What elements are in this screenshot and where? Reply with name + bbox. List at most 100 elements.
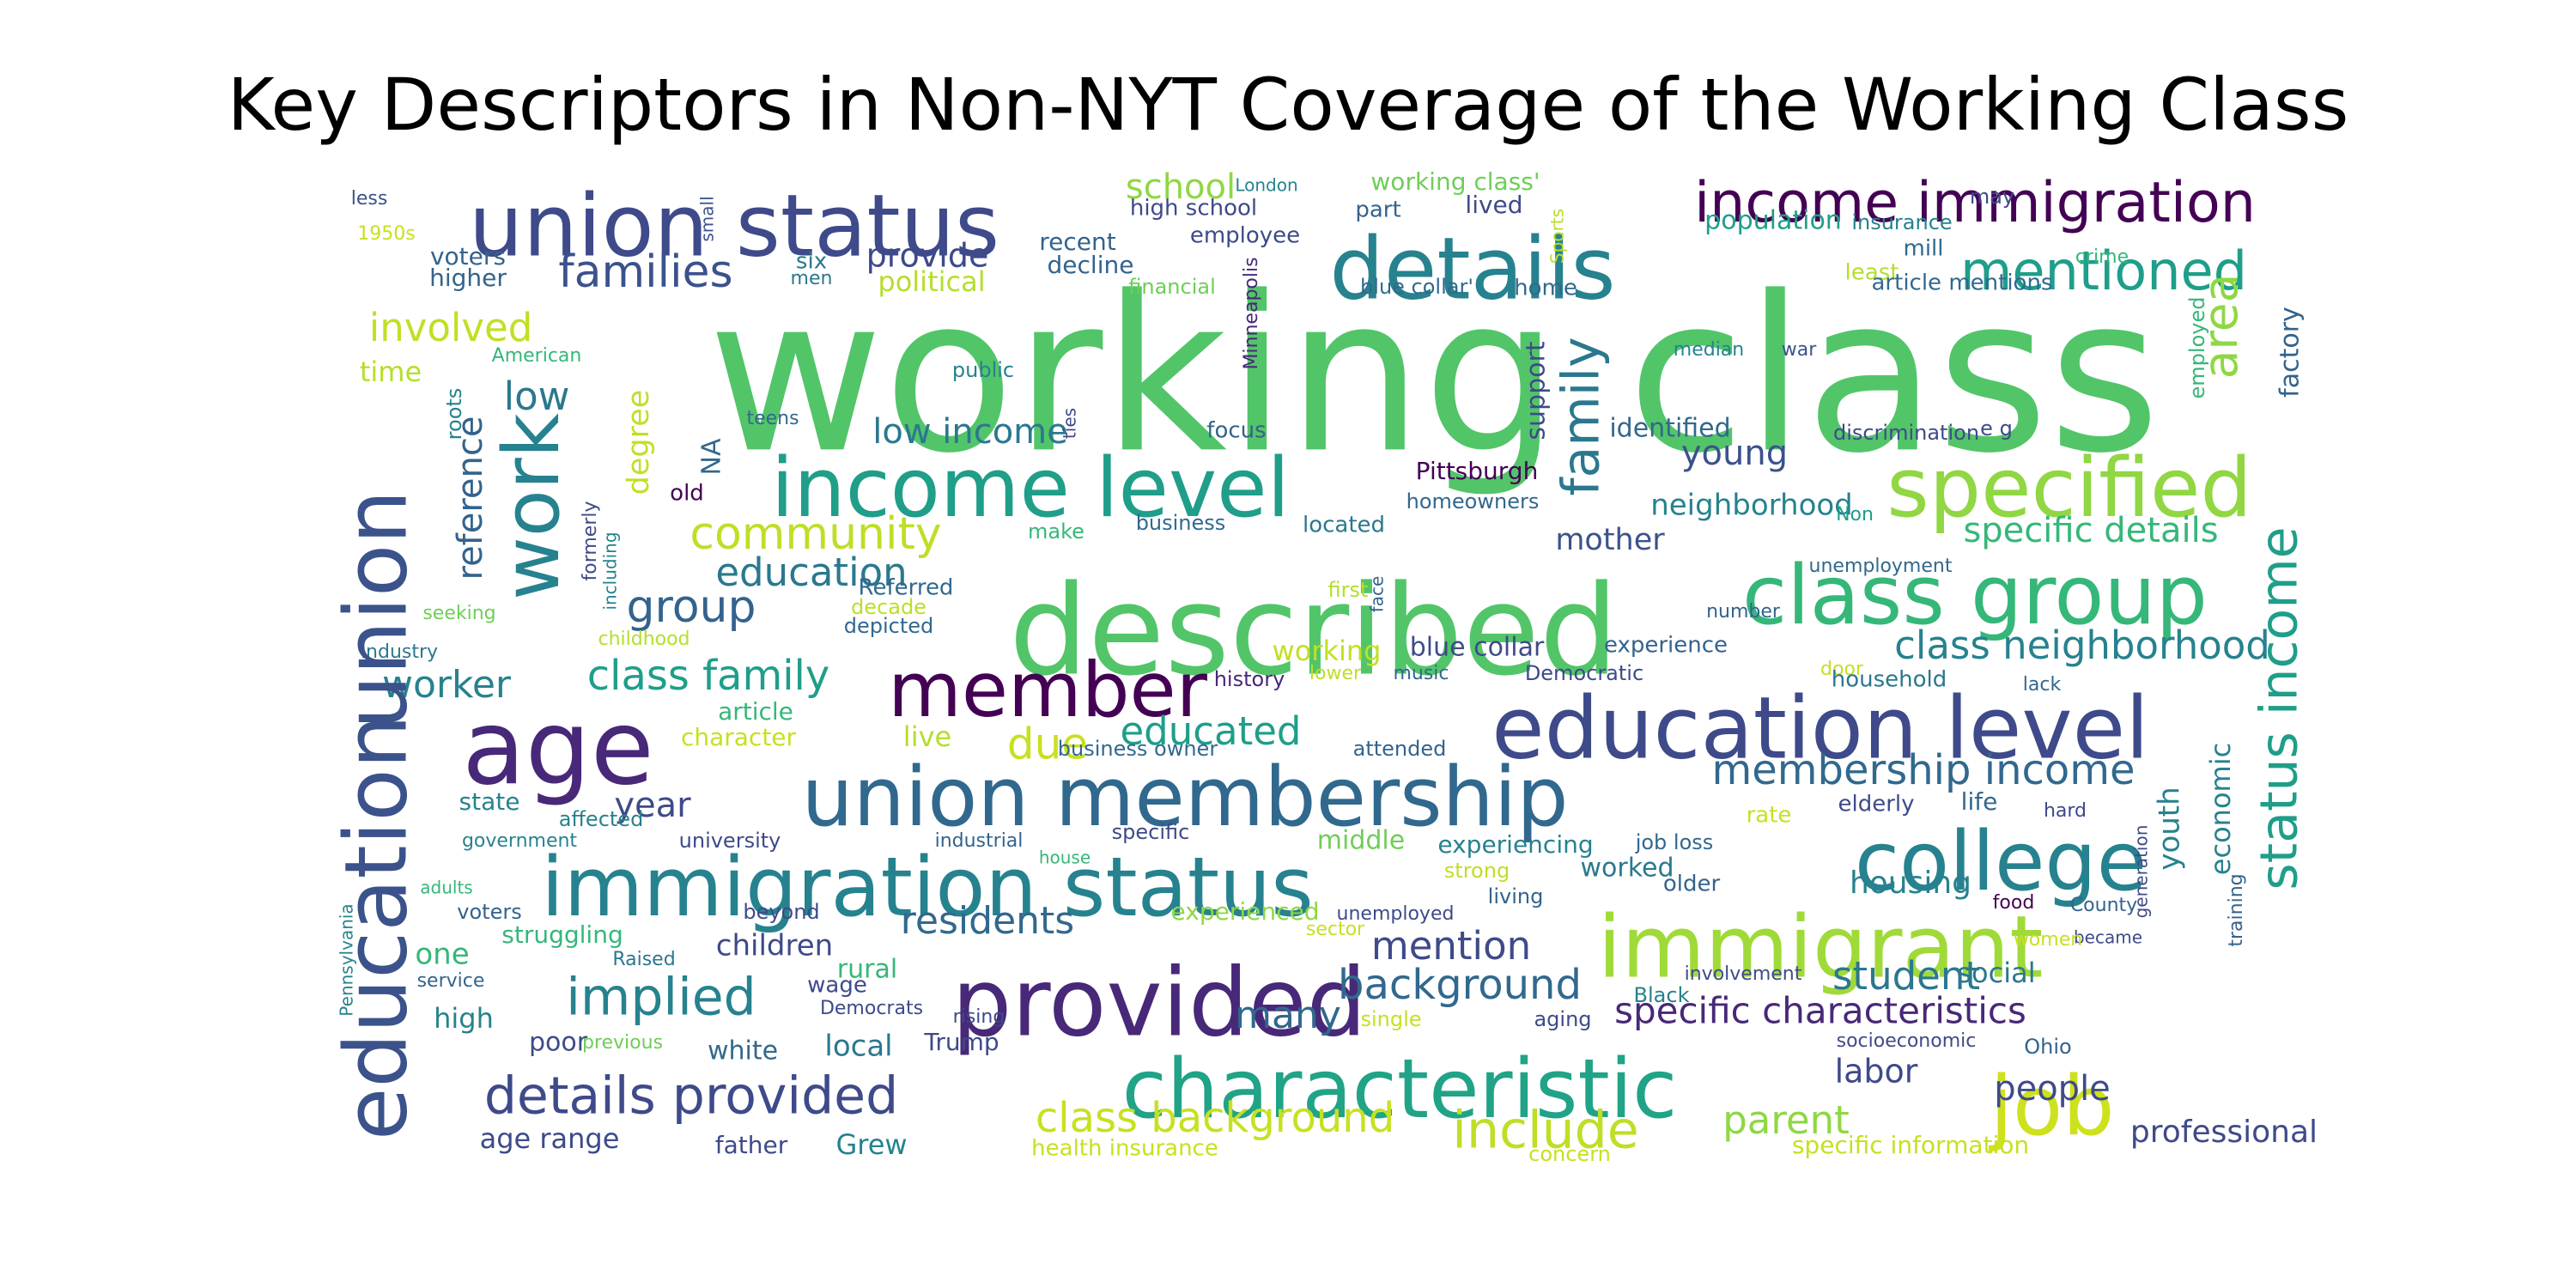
cloud-word: Democratic (1525, 661, 1643, 685)
cloud-word: focus (1206, 418, 1266, 444)
cloud-word: depicted (844, 614, 934, 638)
cloud-word: employed (2185, 297, 2209, 399)
cloud-word: specific (1112, 820, 1190, 844)
cloud-word: voters (457, 900, 521, 924)
cloud-word: including (600, 532, 621, 610)
cloud-word: involvement (1685, 963, 1802, 985)
cloud-word: 1950s (357, 223, 415, 245)
cloud-word: family (1552, 337, 1612, 495)
cloud-word: education level (1492, 677, 2149, 778)
cloud-word: reference (451, 416, 490, 580)
cloud-word: youth (2153, 787, 2187, 870)
cloud-word: article (718, 697, 793, 726)
cloud-word: employee (1190, 223, 1300, 249)
cloud-word: less (351, 188, 388, 210)
cloud-word: people (1994, 1069, 2111, 1109)
cloud-word: industrial (935, 830, 1024, 852)
cloud-word: lived (1465, 191, 1522, 219)
cloud-word: political (878, 265, 985, 298)
cloud-word: music (1393, 663, 1449, 684)
cloud-word: homeowners (1406, 489, 1540, 513)
cloud-word: professional (2130, 1115, 2318, 1150)
cloud-word: NA (697, 438, 727, 475)
cloud-word: state (459, 787, 520, 816)
cloud-word: Raised (612, 949, 675, 970)
cloud-word: high school (1130, 196, 1257, 222)
cloud-word: door (1820, 659, 1864, 680)
cloud-word: education (325, 714, 426, 1140)
cloud-word: business (1136, 511, 1226, 535)
cloud-word: labor (1835, 1053, 1918, 1091)
cloud-word: housing (1850, 866, 1971, 901)
cloud-word: face (1367, 576, 1388, 613)
cloud-word: work (487, 413, 577, 600)
cloud-word: identified (1609, 414, 1730, 444)
cloud-word: war (1782, 339, 1817, 361)
cloud-word: provide (866, 237, 989, 275)
cloud-word: article mentions (1872, 270, 2053, 296)
cloud-word: include (1452, 1101, 1638, 1161)
cloud-word: worker (382, 663, 512, 707)
cloud-word: small (697, 196, 718, 241)
cloud-word: job loss (1635, 830, 1714, 854)
cloud-word: London (1235, 175, 1297, 196)
cloud-word: financial (1128, 275, 1215, 299)
cloud-word: education (715, 550, 907, 595)
cloud-word: experienced (1171, 897, 1320, 926)
cloud-word: union membership (801, 750, 1568, 845)
cloud-word: group (626, 581, 756, 633)
cloud-word: Democrats (820, 998, 923, 1019)
cloud-word: may (1970, 185, 2014, 209)
cloud-word: Referred (859, 575, 954, 601)
cloud-word: described (1009, 559, 1619, 704)
cloud-word: history (1214, 667, 1285, 691)
cloud-word: women (2014, 929, 2082, 951)
cloud-word: rate (1747, 803, 1792, 829)
cloud-word: young (1681, 434, 1788, 473)
cloud-word: recent (1039, 228, 1115, 256)
cloud-word: university (679, 829, 781, 853)
cloud-word: old (670, 481, 704, 507)
cloud-word: one (415, 938, 469, 972)
cloud-word: specified (1886, 441, 2251, 536)
cloud-word: class group (1742, 549, 2208, 643)
cloud-word: working class' (1370, 167, 1540, 196)
cloud-word: business owner (1058, 737, 1218, 761)
cloud-word: became (2074, 927, 2142, 948)
cloud-word: due (1007, 720, 1088, 769)
cloud-word: union status (469, 175, 999, 276)
cloud-word: immigration status (541, 841, 1314, 935)
cloud-word: Pennsylvania (337, 903, 357, 1016)
cloud-word: age (462, 690, 654, 809)
cloud-word: Ohio (2024, 1035, 2071, 1059)
cloud-word: single (1360, 1007, 1421, 1031)
cloud-word: decline (1048, 251, 1134, 279)
cloud-word: concern (1528, 1142, 1611, 1166)
cloud-word: roots (442, 388, 466, 440)
cloud-word: household (1832, 667, 1947, 693)
cloud-word: member (888, 646, 1208, 734)
cloud-word: median (1674, 339, 1744, 361)
cloud-word: support (1522, 341, 1552, 440)
cloud-word: residents (901, 899, 1074, 943)
cloud-word: teens (746, 408, 799, 429)
cloud-word: class background (1036, 1094, 1394, 1142)
cloud-word: house (1039, 848, 1091, 868)
cloud-word: previous (582, 1032, 663, 1054)
cloud-word: Non (1836, 504, 1874, 526)
cloud-word: seeking (422, 603, 495, 624)
cloud-word: men (791, 268, 833, 289)
cloud-word: neighborhood (1650, 489, 1853, 523)
cloud-word: local (824, 1030, 892, 1064)
cloud-word: economic (2204, 743, 2237, 875)
cloud-word: unemployed (1337, 903, 1455, 925)
cloud-word: make (1028, 519, 1084, 544)
cloud-word: childhood (598, 629, 690, 650)
cloud-word: blue collar (1410, 633, 1545, 663)
cloud-word: poor (529, 1028, 588, 1058)
cloud-word: number (1706, 601, 1781, 623)
cloud-word: located (1303, 513, 1385, 538)
cloud-word: affected (559, 807, 644, 831)
cloud-word: area (2193, 274, 2248, 380)
